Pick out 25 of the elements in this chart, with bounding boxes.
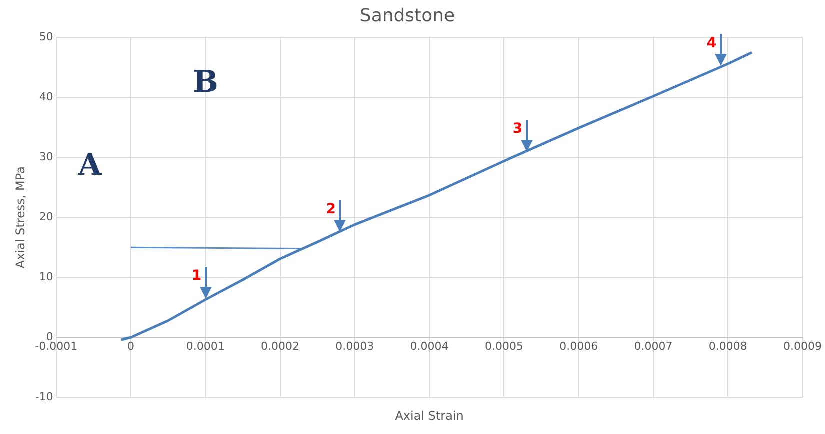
y-tick-label: 40 bbox=[39, 90, 54, 104]
x-tick-label: 0.0004 bbox=[410, 340, 449, 354]
annotation: A bbox=[77, 148, 102, 183]
annotation: 1 bbox=[192, 268, 202, 284]
annotation: 2 bbox=[326, 202, 336, 218]
annotation: B bbox=[192, 65, 218, 100]
y-tick-label: 50 bbox=[39, 30, 54, 44]
chart-title: Sandstone bbox=[360, 5, 456, 26]
y-tick-label: -10 bbox=[35, 390, 54, 404]
x-tick-label: 0.0005 bbox=[484, 340, 524, 354]
y-tick-label: 10 bbox=[39, 270, 54, 284]
y-tick-label: 20 bbox=[39, 210, 54, 224]
x-tick-label: 0.0001 bbox=[186, 340, 225, 354]
x-tick-label: 0.0006 bbox=[560, 340, 598, 354]
x-tick-label: 0.0002 bbox=[261, 340, 300, 354]
x-tick-label: 0.0008 bbox=[708, 340, 748, 354]
y-tick-label: 30 bbox=[39, 150, 54, 164]
x-axis-title: Axial Strain bbox=[395, 408, 464, 423]
x-tick-label: 0 bbox=[128, 340, 135, 354]
annotation: 3 bbox=[512, 121, 523, 138]
y-axis-title: Axial Stress, MPa bbox=[13, 166, 28, 269]
x-tick-label: 0.0007 bbox=[634, 340, 673, 354]
x-tick-label: 0.0003 bbox=[336, 340, 374, 354]
annotation: 4 bbox=[706, 35, 717, 52]
x-tick-label: 0.0009 bbox=[784, 340, 822, 354]
